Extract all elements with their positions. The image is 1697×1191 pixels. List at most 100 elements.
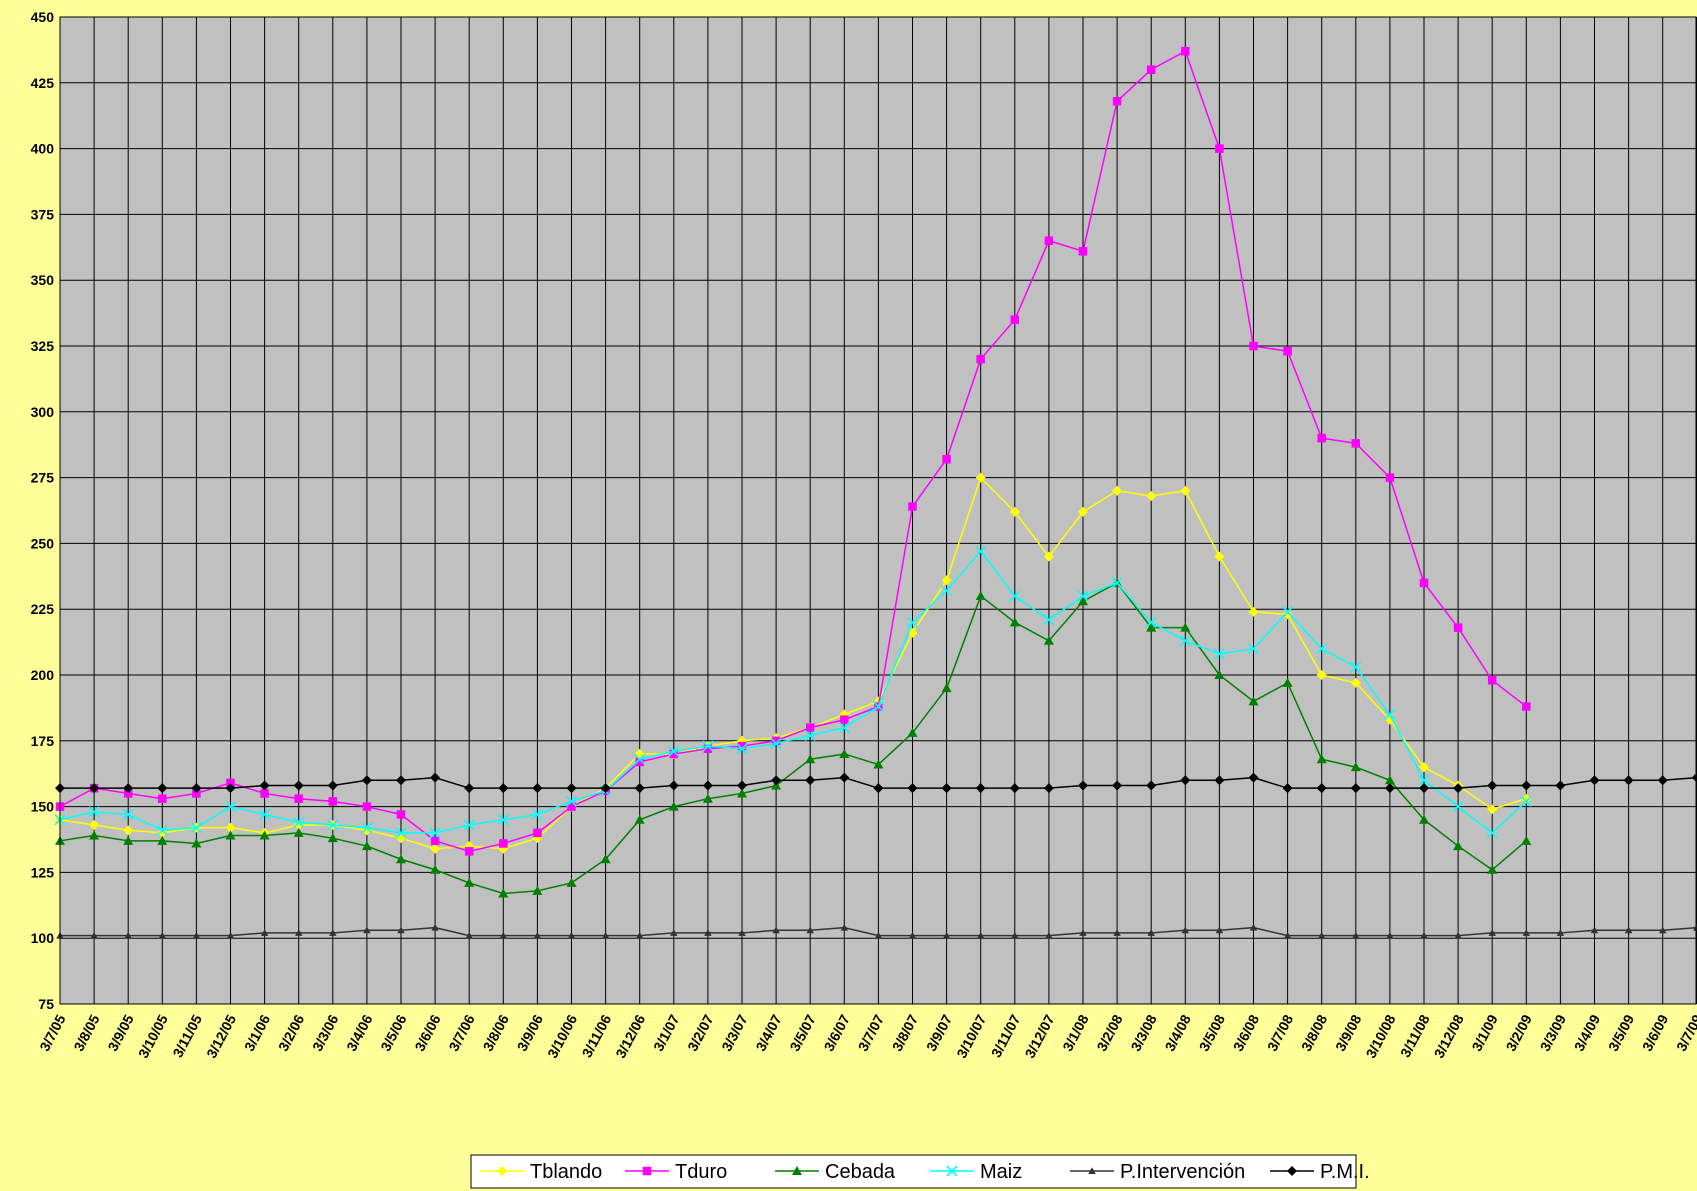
marker xyxy=(634,753,646,765)
marker xyxy=(1316,670,1327,680)
marker xyxy=(668,780,679,791)
marker xyxy=(1247,643,1260,655)
marker xyxy=(532,783,543,794)
marker xyxy=(464,783,475,794)
y-tick-label: 150 xyxy=(31,799,55,815)
marker xyxy=(1179,635,1191,647)
marker xyxy=(838,722,850,734)
legend-label: Maiz xyxy=(980,1161,1022,1183)
legend: Tblando Tduro Cebada Maiz P.Intervención P.M.… xyxy=(480,1161,1370,1183)
marker xyxy=(499,839,508,848)
marker xyxy=(260,929,269,936)
marker xyxy=(1316,783,1327,794)
marker xyxy=(1590,926,1599,934)
marker xyxy=(805,754,816,764)
marker xyxy=(1350,661,1362,673)
marker xyxy=(1180,485,1191,496)
marker xyxy=(1623,775,1634,786)
marker xyxy=(908,931,917,939)
marker xyxy=(600,783,611,794)
marker xyxy=(362,802,372,811)
marker xyxy=(668,801,679,811)
marker xyxy=(1386,931,1394,939)
marker xyxy=(123,835,134,845)
marker xyxy=(191,783,202,794)
marker xyxy=(907,727,918,737)
marker xyxy=(361,775,372,786)
marker xyxy=(566,783,577,794)
marker xyxy=(1146,622,1157,632)
marker xyxy=(293,827,304,837)
marker xyxy=(463,819,475,831)
marker xyxy=(361,841,372,851)
marker xyxy=(1248,606,1259,617)
y-tick-label: 400 xyxy=(31,141,55,157)
marker xyxy=(839,748,850,758)
marker xyxy=(946,1165,958,1177)
marker xyxy=(533,828,542,838)
marker xyxy=(1555,780,1566,791)
marker xyxy=(1657,775,1668,786)
marker xyxy=(293,816,305,828)
marker xyxy=(464,847,474,856)
marker xyxy=(941,783,952,794)
y-tick-label: 450 xyxy=(31,9,55,25)
y-tick-label: 350 xyxy=(31,272,55,288)
marker xyxy=(1009,590,1021,602)
marker xyxy=(363,926,371,934)
marker xyxy=(1283,347,1292,356)
marker xyxy=(158,794,167,803)
marker xyxy=(1521,780,1532,791)
marker xyxy=(976,354,985,364)
marker xyxy=(976,931,985,939)
marker xyxy=(805,723,815,732)
marker xyxy=(1453,623,1463,632)
marker xyxy=(1043,635,1054,645)
marker xyxy=(1658,926,1667,934)
marker xyxy=(533,931,542,939)
marker xyxy=(260,789,269,798)
marker xyxy=(1214,775,1225,786)
marker xyxy=(430,864,441,874)
marker xyxy=(396,775,406,786)
marker xyxy=(1145,616,1157,628)
marker xyxy=(327,833,338,843)
legend-label: P.M.I. xyxy=(1320,1161,1370,1183)
marker xyxy=(1522,702,1531,711)
y-tick-label: 250 xyxy=(31,535,55,551)
marker xyxy=(1624,926,1633,934)
marker xyxy=(1556,929,1565,936)
marker xyxy=(88,806,100,818)
marker xyxy=(431,923,439,931)
y-tick-label: 275 xyxy=(31,470,55,486)
marker xyxy=(1282,606,1294,618)
marker xyxy=(1283,931,1292,939)
marker xyxy=(1452,801,1464,813)
y-tick-label: 300 xyxy=(31,404,55,420)
marker xyxy=(736,743,748,755)
marker xyxy=(259,808,271,821)
y-tick-label: 100 xyxy=(31,930,55,946)
marker xyxy=(1180,775,1191,786)
marker xyxy=(328,797,338,806)
marker xyxy=(669,749,679,759)
marker xyxy=(327,780,338,791)
marker xyxy=(942,454,951,464)
marker xyxy=(1078,246,1088,256)
marker xyxy=(1487,864,1498,874)
marker xyxy=(566,877,577,887)
marker xyxy=(226,778,235,788)
marker xyxy=(634,783,645,794)
marker xyxy=(975,783,986,794)
marker xyxy=(873,759,884,769)
marker xyxy=(567,802,576,811)
marker xyxy=(397,926,405,934)
marker xyxy=(396,854,406,864)
marker xyxy=(1317,433,1326,443)
marker xyxy=(498,888,509,898)
marker xyxy=(294,794,303,803)
marker xyxy=(1248,772,1259,783)
marker xyxy=(1522,929,1531,936)
marker xyxy=(190,822,202,834)
